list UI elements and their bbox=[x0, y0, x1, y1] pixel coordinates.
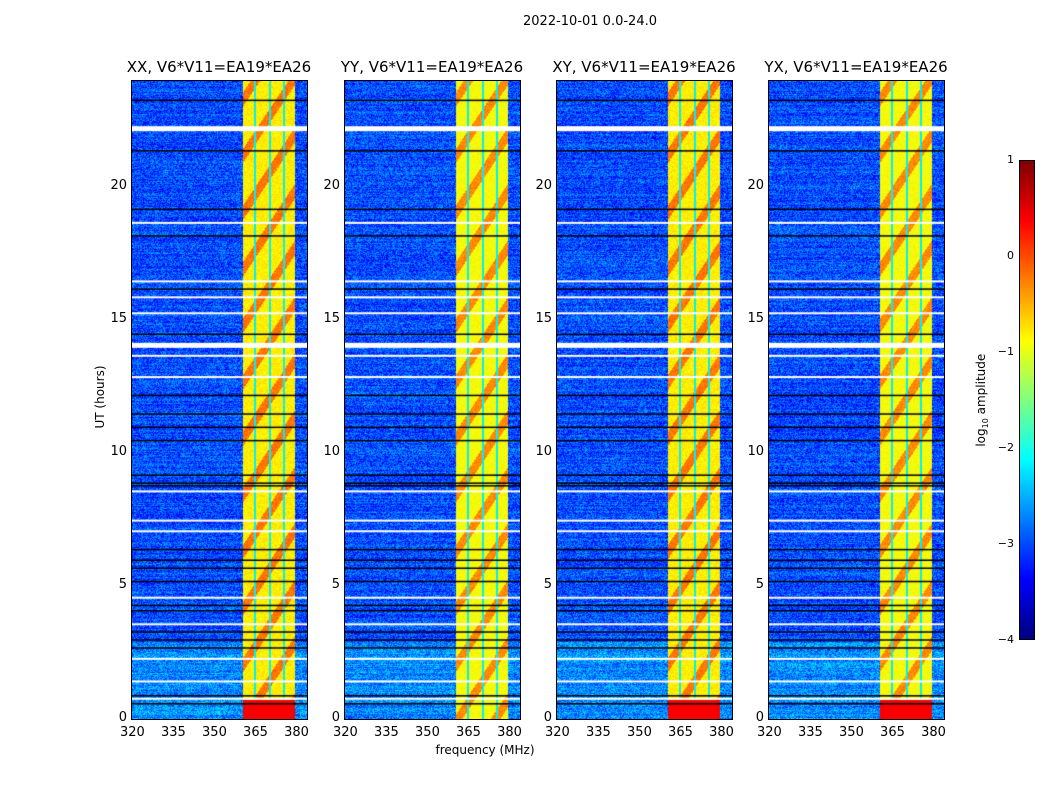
x-tick-label: 350 bbox=[627, 725, 652, 740]
spectrogram-heatmap bbox=[132, 81, 307, 719]
x-tick-label: 350 bbox=[202, 725, 227, 740]
panel-title: XX, V6*V11=EA19*EA26 bbox=[126, 58, 312, 76]
x-axis-label: frequency (MHz) bbox=[435, 743, 535, 757]
x-tick-label: 320 bbox=[757, 725, 782, 740]
y-tick-label: 10 bbox=[747, 444, 764, 460]
colorbar-label: log10 amplitude bbox=[973, 353, 991, 447]
x-tick-label: 365 bbox=[880, 725, 905, 740]
y-axis-label: UT (hours) bbox=[93, 365, 107, 429]
spectrogram-panel bbox=[131, 80, 308, 720]
y-tick-label: 0 bbox=[118, 710, 127, 725]
spectrogram-heatmap bbox=[557, 81, 732, 719]
y-tick-label: 15 bbox=[535, 311, 552, 327]
y-tick-label: 5 bbox=[331, 577, 340, 593]
x-tick-label: 335 bbox=[161, 725, 186, 740]
y-tick-label: 10 bbox=[110, 444, 127, 460]
y-tick-label: 0 bbox=[331, 710, 340, 725]
x-tick-label: 380 bbox=[921, 725, 946, 740]
panel-title: XY, V6*V11=EA19*EA26 bbox=[552, 58, 736, 76]
panel-title: YX, V6*V11=EA19*EA26 bbox=[764, 58, 948, 76]
x-tick-label: 365 bbox=[243, 725, 268, 740]
y-tick-label: 10 bbox=[535, 444, 552, 460]
colorbar-tick-label: 1 bbox=[1007, 153, 1014, 166]
spectrogram-panel bbox=[556, 80, 733, 720]
y-tick-label: 5 bbox=[543, 577, 552, 593]
y-tick-label: 20 bbox=[535, 178, 552, 194]
spectrogram-heatmap bbox=[769, 81, 944, 719]
x-tick-label: 350 bbox=[839, 725, 864, 740]
x-tick-label: 365 bbox=[668, 725, 693, 740]
colorbar bbox=[1019, 160, 1035, 640]
x-tick-label: 350 bbox=[415, 725, 440, 740]
y-tick-label: 20 bbox=[747, 178, 764, 194]
spectrogram-panel bbox=[344, 80, 521, 720]
y-tick-label: 15 bbox=[110, 311, 127, 327]
y-tick-label: 0 bbox=[543, 710, 552, 725]
y-tick-label: 15 bbox=[323, 311, 340, 327]
y-tick-label: 5 bbox=[755, 577, 764, 593]
spectrogram-heatmap bbox=[345, 81, 520, 719]
x-tick-label: 320 bbox=[120, 725, 145, 740]
figure-title: 2022-10-01 0.0-24.0 bbox=[523, 14, 657, 29]
y-tick-label: 20 bbox=[110, 178, 127, 194]
y-tick-label: 20 bbox=[323, 178, 340, 194]
y-tick-label: 15 bbox=[747, 311, 764, 327]
x-tick-label: 380 bbox=[709, 725, 734, 740]
x-tick-label: 335 bbox=[374, 725, 399, 740]
x-tick-label: 320 bbox=[545, 725, 570, 740]
colorbar-tick-label: −3 bbox=[997, 537, 1014, 550]
colorbar-tick-label: −1 bbox=[997, 345, 1014, 358]
colorbar-tick-label: 0 bbox=[1007, 249, 1014, 262]
x-tick-label: 335 bbox=[586, 725, 611, 740]
spectrogram-panel bbox=[768, 80, 945, 720]
x-tick-label: 335 bbox=[798, 725, 823, 740]
x-tick-label: 380 bbox=[497, 725, 522, 740]
x-tick-label: 365 bbox=[456, 725, 481, 740]
colorbar-tick-label: −4 bbox=[997, 633, 1014, 646]
panel-title: YY, V6*V11=EA19*EA26 bbox=[340, 58, 524, 76]
y-tick-label: 5 bbox=[118, 577, 127, 593]
x-tick-label: 380 bbox=[284, 725, 309, 740]
x-tick-label: 320 bbox=[333, 725, 358, 740]
y-tick-label: 10 bbox=[323, 444, 340, 460]
colorbar-tick-label: −2 bbox=[997, 441, 1014, 454]
y-tick-label: 0 bbox=[755, 710, 764, 725]
